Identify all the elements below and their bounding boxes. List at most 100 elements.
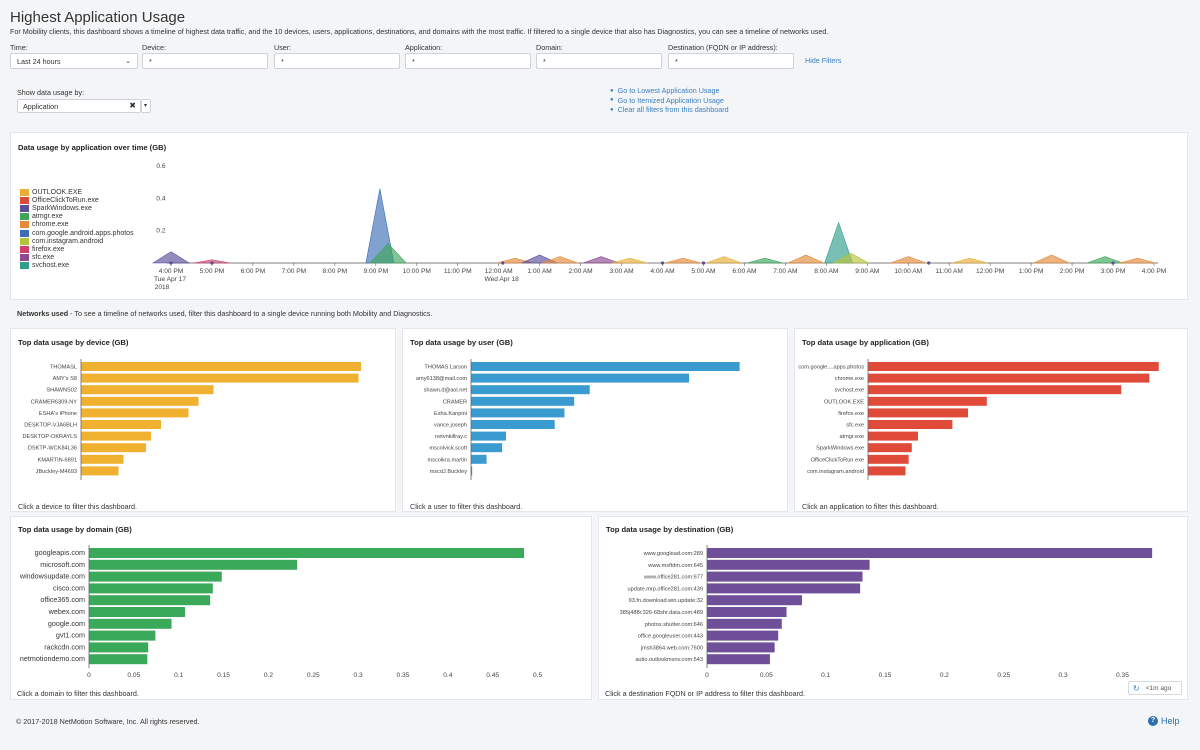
bar[interactable]	[89, 595, 211, 606]
category-label[interactable]: OfficeClickToRun.exe	[811, 457, 864, 463]
category-label[interactable]: mscolvick.scott	[429, 446, 467, 452]
bar[interactable]	[868, 443, 912, 453]
bar[interactable]	[471, 408, 565, 418]
link-item[interactable]: ● Clear all filters from this dashboard	[610, 105, 729, 115]
timeline-chart[interactable]: 0.6 0.4 0.2 4:00 PM 5:00 PM 6:00 PM 7:00 PM 8:0…	[11, 133, 1189, 301]
category-label[interactable]: firefox.exe	[838, 411, 864, 417]
user-filter-input[interactable]: *	[274, 53, 400, 69]
category-label[interactable]: AMY's S8	[53, 376, 77, 382]
timeline-area[interactable]	[705, 256, 743, 264]
bar[interactable]	[868, 385, 1122, 395]
category-label[interactable]: google.com	[48, 619, 85, 628]
category-label[interactable]: com.google....apps.photos	[798, 365, 864, 371]
category-label[interactable]: netmotiondemo.com	[20, 654, 85, 663]
legend-item[interactable]: atmgr.exe	[20, 213, 134, 221]
user-bar-chart[interactable]: THOMAS Larson amy6138@mail.com shawn.d@aol…	[403, 354, 789, 484]
bar[interactable]	[89, 607, 185, 617]
bar[interactable]	[707, 630, 779, 641]
device-bar-chart[interactable]: THOMASL AMY's S8 SHAWNS02 CRAMER6309-NY ESHA…	[11, 354, 397, 484]
category-label[interactable]: CRAMER6309-NY	[31, 399, 78, 405]
legend-item[interactable]: firefox.exe	[20, 245, 134, 253]
category-label[interactable]: netvnkillray.c	[435, 434, 467, 440]
category-label[interactable]: svchost.exe	[834, 388, 864, 394]
bar[interactable]	[89, 583, 213, 594]
legend-item[interactable]: svchost.exe	[20, 262, 134, 270]
bar[interactable]	[471, 454, 487, 464]
category-label[interactable]: webex.com	[48, 607, 85, 616]
category-label[interactable]: cisco.com	[53, 583, 85, 592]
category-label[interactable]: DESKTOP-OKRAYLS	[22, 434, 77, 440]
category-label[interactable]: rackcdn.com	[44, 642, 85, 651]
category-label[interactable]: CRAMER	[443, 399, 467, 405]
bar[interactable]	[471, 466, 473, 476]
category-label[interactable]: www.googlead.com:289	[643, 551, 703, 557]
domain-filter-input[interactable]: *	[536, 53, 662, 69]
legend-item[interactable]: OUTLOOK.EXE	[20, 188, 134, 196]
category-label[interactable]: jmsh3864.web.com:7600	[640, 645, 703, 651]
bar[interactable]	[707, 642, 775, 653]
timeline-area[interactable]	[1119, 257, 1156, 264]
hide-filters-link[interactable]: Hide Filters	[805, 56, 842, 65]
refresh-icon[interactable]: ↻	[1133, 683, 1140, 693]
bar[interactable]	[868, 362, 1159, 371]
bar[interactable]	[89, 618, 172, 629]
category-label[interactable]: vance.joseph	[434, 423, 467, 429]
application-bar-chart[interactable]: com.google....apps.photos chrome.exe svcho…	[795, 354, 1189, 484]
category-label[interactable]: windowsupdate.com	[19, 572, 85, 581]
help-link[interactable]: ? Help	[1148, 716, 1180, 726]
bar[interactable]	[868, 466, 906, 476]
timeline-area[interactable]	[582, 256, 620, 264]
category-label[interactable]: office.googleuser.com:443	[638, 634, 703, 640]
category-label[interactable]: DESKTOP-VJA6BLH	[24, 423, 77, 429]
legend-item[interactable]: com.instagram.android	[20, 237, 134, 245]
timeline-point[interactable]	[501, 261, 505, 265]
show-usage-dropdown[interactable]: ▾	[141, 99, 151, 113]
timeline-area[interactable]	[832, 252, 870, 264]
timeline-area[interactable]	[746, 257, 783, 264]
timeline-point[interactable]	[660, 261, 665, 265]
device-filter-input[interactable]: *	[142, 53, 268, 69]
bar[interactable]	[471, 420, 555, 429]
timeline-area[interactable]	[1086, 256, 1123, 264]
category-label[interactable]: ESHA's iPhone	[39, 411, 77, 417]
timeline-area[interactable]	[951, 257, 988, 264]
bar[interactable]	[89, 559, 298, 570]
refresh-control[interactable]: ↻ <1m ago	[1128, 681, 1182, 695]
bar[interactable]	[868, 396, 987, 406]
legend-item[interactable]: com.google.android.apps.photos	[20, 229, 134, 237]
category-label[interactable]: DSKTP-WCK84L36	[28, 446, 77, 452]
bar[interactable]	[81, 408, 189, 418]
category-label[interactable]: 385j488r.326-68shr.data.com:489	[620, 610, 703, 616]
bar[interactable]	[707, 607, 787, 617]
timeline-area[interactable]	[787, 254, 824, 264]
bar[interactable]	[868, 454, 909, 464]
bar[interactable]	[89, 642, 149, 653]
category-label[interactable]: atmgr.exe	[839, 434, 864, 440]
destination-filter-input[interactable]: *	[668, 53, 794, 69]
time-filter-select[interactable]: Last 24 hours ⌄	[10, 53, 138, 69]
bar[interactable]	[81, 373, 359, 383]
timeline-area[interactable]	[369, 243, 407, 264]
category-label[interactable]: OUTLOOK.EXE	[824, 399, 864, 405]
bar[interactable]	[81, 466, 119, 476]
bar[interactable]	[868, 408, 969, 418]
category-label[interactable]: amy6138@mail.com	[416, 376, 467, 382]
bar[interactable]	[81, 420, 161, 429]
category-label[interactable]: googleapis.com	[35, 548, 85, 557]
timeline-area[interactable]	[542, 256, 579, 264]
bar[interactable]	[707, 618, 782, 629]
timeline-area[interactable]	[664, 257, 702, 264]
link-item[interactable]: ● Go to Itemized Application Usage	[610, 96, 729, 106]
bar[interactable]	[868, 431, 919, 441]
bar[interactable]	[81, 443, 146, 453]
category-label[interactable]: mscdJ.Buckley	[430, 469, 468, 475]
bar[interactable]	[707, 595, 802, 606]
clear-filters-link[interactable]: Clear all filters from this dashboard	[617, 105, 729, 115]
itemized-usage-link[interactable]: Go to Itemized Application Usage	[617, 95, 724, 105]
bar[interactable]	[471, 443, 503, 453]
category-label[interactable]: JBuckley-M4693	[36, 469, 77, 475]
category-label[interactable]: KMARTIN-6891	[38, 457, 77, 463]
bar[interactable]	[89, 548, 525, 558]
category-label[interactable]: SparkWindows.exe	[816, 446, 864, 452]
bar[interactable]	[868, 373, 1150, 383]
